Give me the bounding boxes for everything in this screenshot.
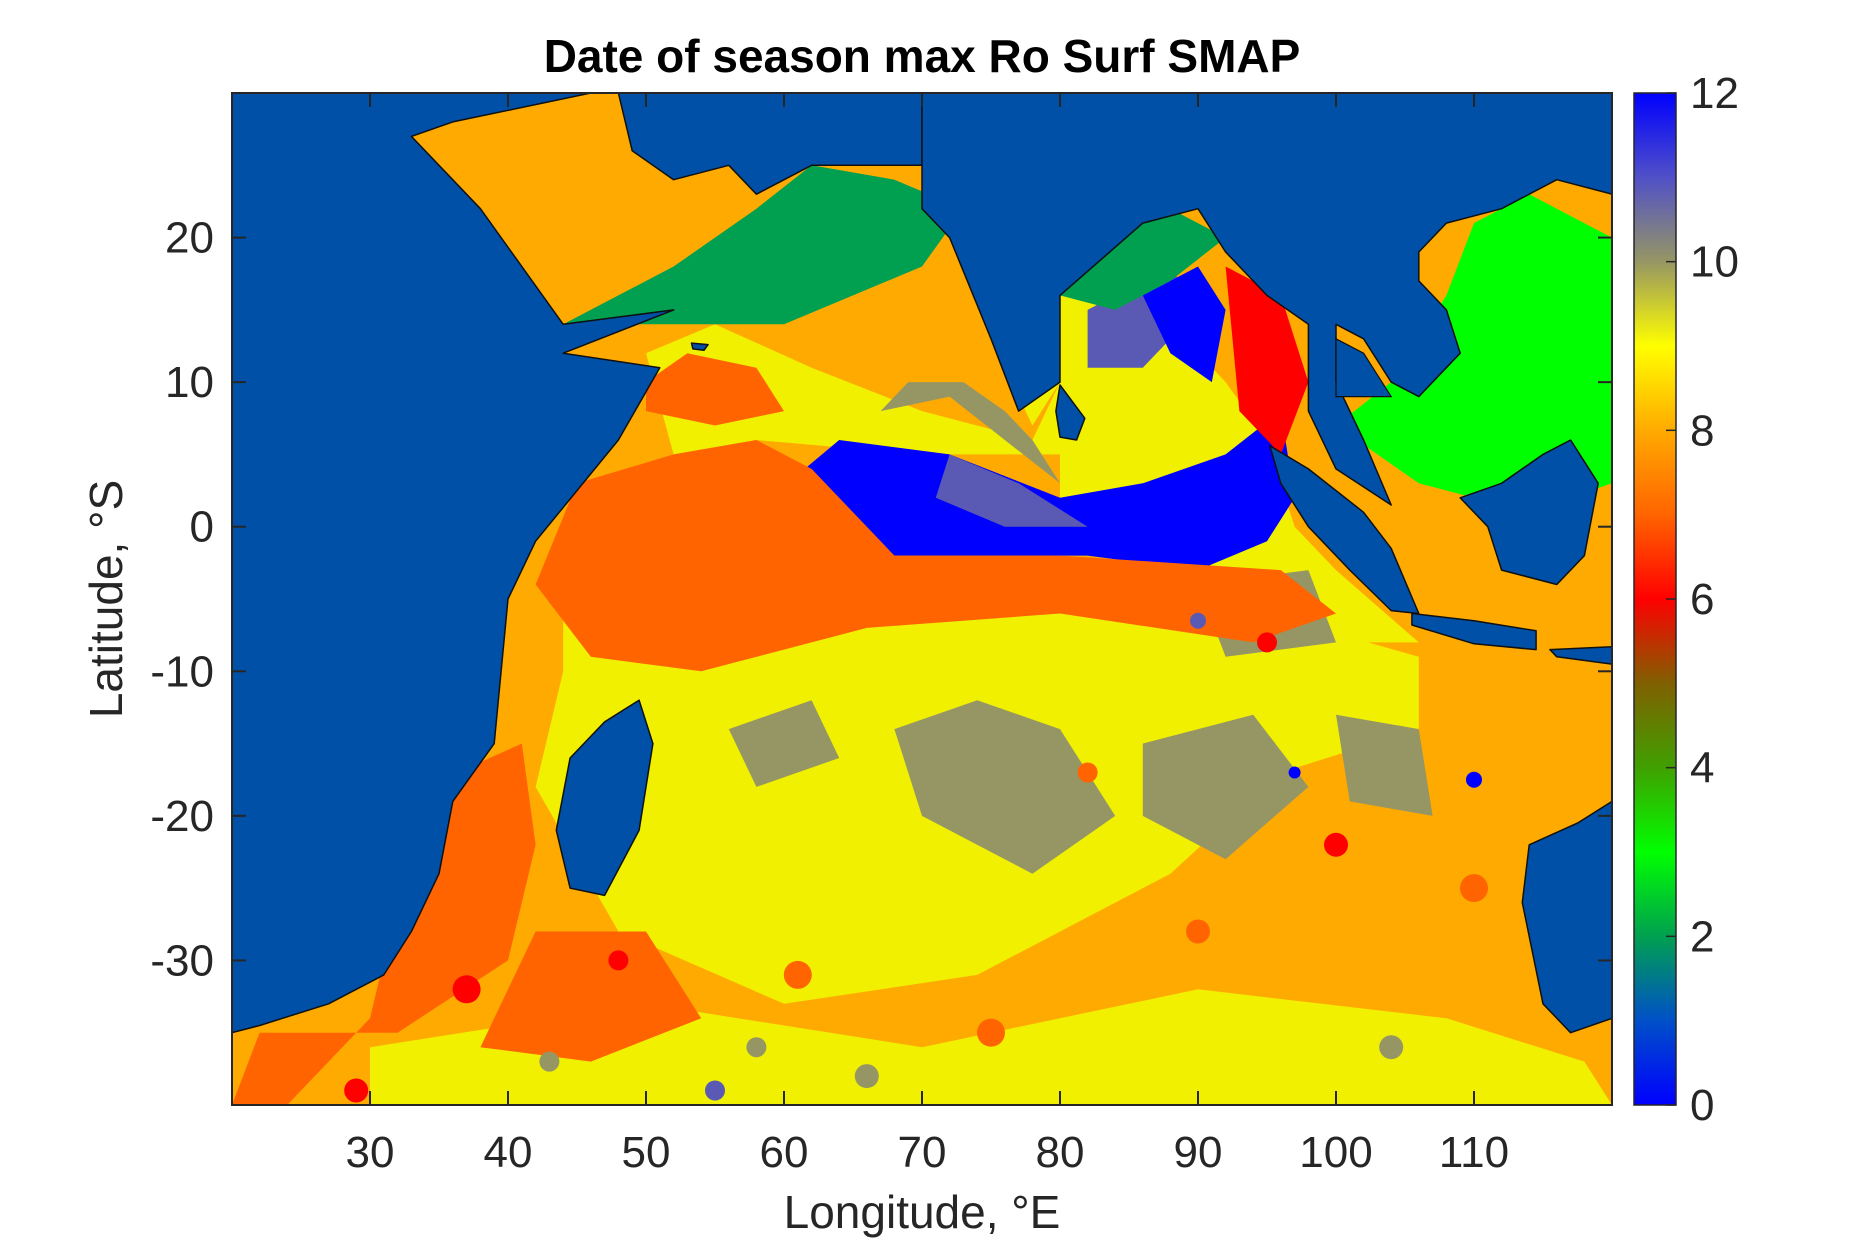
region-andaman-red: [1225, 266, 1309, 455]
patch-orange-3: [977, 1018, 1005, 1047]
y-axis-ticks: 20 10 0 -10 -20 -30: [150, 214, 1612, 985]
region-gulf-aden-orange: [646, 353, 784, 426]
x-tick-label: 70: [898, 1128, 947, 1177]
x-axis-label: Longitude, °E: [784, 1186, 1061, 1238]
x-tick-label: 90: [1174, 1128, 1223, 1177]
patch-orange-5: [1077, 762, 1098, 783]
x-tick-label: 60: [760, 1128, 809, 1177]
y-tick-label: 20: [165, 214, 214, 263]
colorbar-tick-label: 8: [1690, 406, 1714, 455]
colorbar: 0 2 4 6 8 10 12: [1633, 69, 1739, 1130]
patch-orange-2: [1186, 919, 1210, 944]
y-tick-label: -30: [150, 936, 214, 985]
patch-purple-2: [1190, 612, 1206, 629]
colorbar-ticks: 0 2 4 6 8 10 12: [1666, 69, 1739, 1130]
x-tick-label: 110: [1439, 1128, 1509, 1177]
x-axis-ticks: 30 40 50 60 70 80 90 100 110: [346, 93, 1509, 1177]
land-sumatra: [1269, 445, 1420, 615]
x-tick-label: 50: [622, 1128, 671, 1177]
colorbar-tick-label: 2: [1690, 912, 1714, 961]
land-india-asia: [921, 93, 1612, 506]
land-madagascar: [555, 699, 654, 897]
region-south-gray-4: [728, 700, 840, 787]
land-gulf-of-thailand: [1335, 337, 1393, 398]
region-arabian-sea-gray: [880, 382, 1060, 484]
land-lesser-sunda: [1549, 645, 1612, 665]
patch-red-3: [1324, 832, 1348, 857]
region-equatorial-blue: [770, 411, 1295, 571]
y-axis-label: Latitude, °S: [80, 480, 132, 718]
land-australia: [1521, 800, 1612, 1105]
patch-orange-1: [783, 960, 812, 989]
patch-red-2: [344, 1078, 369, 1103]
region-south-gray-3: [1336, 714, 1433, 816]
region-agulhas-orange: [232, 743, 536, 1105]
map-plot-area: [232, 93, 1612, 1105]
region-equatorial-purple: [935, 454, 1088, 527]
region-java-orange: [1405, 584, 1612, 643]
x-tick-label: 100: [1299, 1128, 1372, 1177]
region-scs-green: [1336, 194, 1612, 513]
y-tick-label: 0: [190, 503, 214, 552]
patch-purple-1: [705, 1080, 725, 1101]
region-arabian-green: [563, 165, 964, 325]
map-title: Date of season max Ro Surf SMAP: [544, 30, 1301, 82]
y-tick-label: 10: [165, 358, 214, 407]
patch-red-4: [1257, 632, 1277, 653]
patch-gray-2: [854, 1064, 879, 1089]
region-western-orange: [535, 440, 1336, 672]
patch-red-1: [452, 975, 481, 1004]
patch-blue-1: [1466, 771, 1482, 788]
patch-gray-4: [746, 1037, 767, 1058]
colorbar-tick-label: 6: [1690, 575, 1714, 624]
region-south-gray-2: [1142, 714, 1309, 860]
x-tick-label: 80: [1036, 1128, 1085, 1177]
region-southwest-orange: [480, 931, 702, 1062]
patch-blue-2: [1288, 766, 1301, 779]
land-africa-arabia: [232, 93, 923, 1034]
y-tick-label: -10: [150, 647, 214, 696]
land-java: [1411, 612, 1537, 651]
colorbar-tick-label: 12: [1690, 69, 1739, 118]
colorbar-tick-label: 10: [1690, 238, 1739, 287]
patch-gray-3: [1379, 1035, 1404, 1060]
y-tick-label: -20: [150, 792, 214, 841]
region-bay-blue: [1142, 266, 1226, 383]
land-borneo: [1459, 439, 1599, 586]
patch-orange-4: [1460, 874, 1488, 903]
x-tick-label: 30: [346, 1128, 395, 1177]
region-south-gray-1: [894, 700, 1116, 874]
colorbar-tick-label: 4: [1690, 744, 1714, 793]
land-socotra: [690, 342, 709, 352]
x-tick-label: 40: [484, 1128, 533, 1177]
land-masses: [232, 93, 1612, 1105]
colorbar-tick-label: 0: [1690, 1081, 1714, 1130]
land-sri-lanka: [1055, 384, 1086, 441]
patch-gray-1: [539, 1051, 560, 1072]
patch-red-5: [608, 950, 629, 971]
